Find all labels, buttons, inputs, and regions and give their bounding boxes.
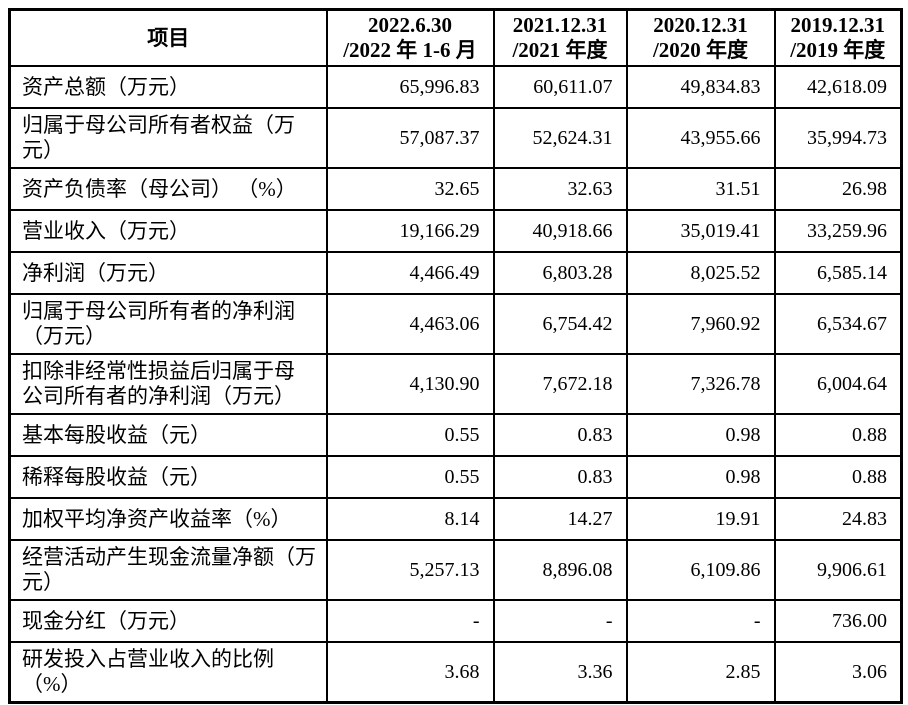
cell-value: 6,803.28 [492, 251, 628, 295]
cell-value: 736.00 [773, 599, 903, 643]
table-header-row: 项目 2022.6.30 /2022 年 1-6 月 2021.12.31 /2… [8, 8, 903, 67]
cell-value: 9,906.61 [773, 539, 903, 601]
row-label: 营业收入（万元） [8, 209, 328, 253]
cell-value: 49,834.83 [625, 65, 776, 109]
cell-value: 0.55 [325, 413, 495, 457]
period-span: /2019 年度 [790, 38, 886, 62]
cell-value: 2.85 [625, 641, 776, 704]
column-header-item: 项目 [8, 8, 328, 67]
period-span: /2020 年度 [652, 38, 749, 62]
cell-value: 33,259.96 [773, 209, 903, 253]
cell-value: 14.27 [492, 497, 628, 541]
cell-value: - [492, 599, 628, 643]
row-label: 稀释每股收益（元） [8, 455, 328, 499]
row-label: 资产负债率（母公司） （%） [8, 167, 328, 211]
cell-value: 3.36 [492, 641, 628, 704]
cell-value: 6,109.86 [625, 539, 776, 601]
cell-value: 6,585.14 [773, 251, 903, 295]
row-label: 归属于母公司所有者权益（万 元） [8, 107, 328, 169]
row-label: 资产总额（万元） [8, 65, 328, 109]
cell-value: 8.14 [325, 497, 495, 541]
cell-value: 0.83 [492, 455, 628, 499]
cell-value: 3.68 [325, 641, 495, 704]
cell-value: 52,624.31 [492, 107, 628, 169]
table-row: 归属于母公司所有者权益（万 元） 57,087.37 52,624.31 43,… [8, 107, 903, 169]
row-label: 经营活动产生现金流量净额（万 元） [8, 539, 328, 601]
cell-value: 31.51 [625, 167, 776, 211]
cell-value: 0.98 [625, 455, 776, 499]
cell-value: 5,257.13 [325, 539, 495, 601]
column-header-2022h1: 2022.6.30 /2022 年 1-6 月 [325, 8, 495, 67]
cell-value: 7,672.18 [492, 353, 628, 415]
cell-value: 4,463.06 [325, 293, 495, 355]
cell-value: 8,025.52 [625, 251, 776, 295]
row-label: 基本每股收益（元） [8, 413, 328, 457]
cell-value: 0.88 [773, 413, 903, 457]
cell-value: 7,326.78 [625, 353, 776, 415]
cell-value: 24.83 [773, 497, 903, 541]
cell-value: 6,754.42 [492, 293, 628, 355]
column-header-2021: 2021.12.31 /2021 年度 [492, 8, 628, 67]
table-row: 归属于母公司所有者的净利润 （万元） 4,463.06 6,754.42 7,9… [8, 293, 903, 355]
cell-value: 65,996.83 [325, 65, 495, 109]
table-row: 基本每股收益（元） 0.55 0.83 0.98 0.88 [8, 413, 903, 457]
cell-value: 19.91 [625, 497, 776, 541]
period-span: /2022 年 1-6 月 [343, 38, 477, 62]
row-label: 现金分红（万元） [8, 599, 328, 643]
cell-value: 43,955.66 [625, 107, 776, 169]
cell-value: - [325, 599, 495, 643]
table-row: 稀释每股收益（元） 0.55 0.83 0.98 0.88 [8, 455, 903, 499]
table-row: 加权平均净资产收益率（%） 8.14 14.27 19.91 24.83 [8, 497, 903, 541]
cell-value: 60,611.07 [492, 65, 628, 109]
row-label: 归属于母公司所有者的净利润 （万元） [8, 293, 328, 355]
cell-value: 4,466.49 [325, 251, 495, 295]
cell-value: 6,534.67 [773, 293, 903, 355]
cell-value: - [625, 599, 776, 643]
table-row: 资产总额（万元） 65,996.83 60,611.07 49,834.83 4… [8, 65, 903, 109]
row-label: 研发投入占营业收入的比例 （%） [8, 641, 328, 704]
column-header-2019: 2019.12.31 /2019 年度 [773, 8, 903, 67]
cell-value: 40,918.66 [492, 209, 628, 253]
period-date: 2019.12.31 [790, 13, 886, 37]
item-header-label: 项目 [147, 25, 190, 50]
period-date: 2020.12.31 [653, 13, 748, 37]
cell-value: 32.63 [492, 167, 628, 211]
cell-value: 8,896.08 [492, 539, 628, 601]
cell-value: 0.55 [325, 455, 495, 499]
table-row: 经营活动产生现金流量净额（万 元） 5,257.13 8,896.08 6,10… [8, 539, 903, 601]
table-row: 研发投入占营业收入的比例 （%） 3.68 3.36 2.85 3.06 [8, 641, 903, 704]
column-header-2020: 2020.12.31 /2020 年度 [625, 8, 776, 67]
row-label: 加权平均净资产收益率（%） [8, 497, 328, 541]
table-row: 营业收入（万元） 19,166.29 40,918.66 35,019.41 3… [8, 209, 903, 253]
cell-value: 4,130.90 [325, 353, 495, 415]
period-date: 2022.6.30 [368, 13, 452, 37]
table-row: 净利润（万元） 4,466.49 6,803.28 8,025.52 6,585… [8, 251, 903, 295]
cell-value: 6,004.64 [773, 353, 903, 415]
table-row: 资产负债率（母公司） （%） 32.65 32.63 31.51 26.98 [8, 167, 903, 211]
cell-value: 0.98 [625, 413, 776, 457]
financial-summary-table: 项目 2022.6.30 /2022 年 1-6 月 2021.12.31 /2… [8, 8, 903, 704]
table-row: 现金分红（万元） - - - 736.00 [8, 599, 903, 643]
table-row: 扣除非经常性损益后归属于母 公司所有者的净利润（万元） 4,130.90 7,6… [8, 353, 903, 415]
cell-value: 35,019.41 [625, 209, 776, 253]
cell-value: 7,960.92 [625, 293, 776, 355]
cell-value: 42,618.09 [773, 65, 903, 109]
cell-value: 32.65 [325, 167, 495, 211]
period-span: /2021 年度 [512, 38, 608, 62]
cell-value: 57,087.37 [325, 107, 495, 169]
cell-value: 35,994.73 [773, 107, 903, 169]
period-date: 2021.12.31 [512, 13, 608, 37]
cell-value: 26.98 [773, 167, 903, 211]
cell-value: 0.88 [773, 455, 903, 499]
cell-value: 3.06 [773, 641, 903, 704]
row-label: 净利润（万元） [8, 251, 328, 295]
cell-value: 0.83 [492, 413, 628, 457]
cell-value: 19,166.29 [325, 209, 495, 253]
row-label: 扣除非经常性损益后归属于母 公司所有者的净利润（万元） [8, 353, 328, 415]
